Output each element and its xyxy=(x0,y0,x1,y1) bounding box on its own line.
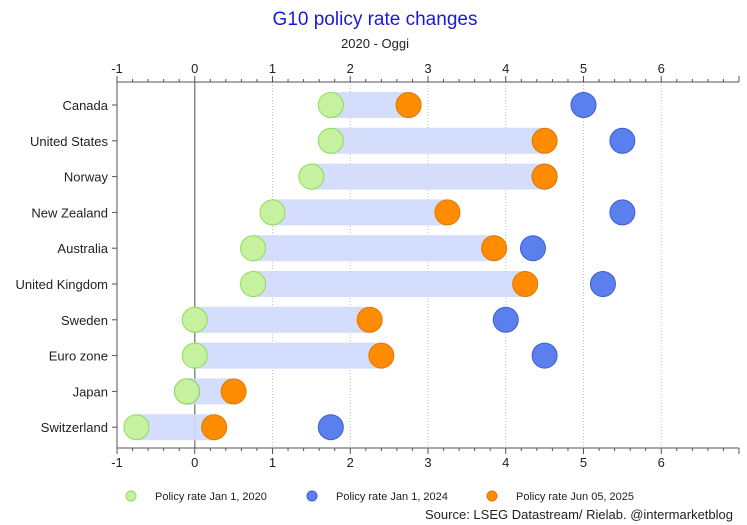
point-series-2 xyxy=(356,306,383,333)
point-series-0 xyxy=(173,378,200,405)
point-series-2 xyxy=(512,271,539,297)
point-series-0 xyxy=(240,271,267,297)
point-series-0 xyxy=(317,127,344,154)
category-label: Norway xyxy=(64,170,109,185)
point-series-1 xyxy=(609,127,636,154)
point-series-1 xyxy=(531,342,558,369)
point-series-2 xyxy=(481,235,508,262)
bottom-tick-label: -1 xyxy=(111,455,123,470)
legend-marker xyxy=(486,490,498,502)
category-label: Canada xyxy=(62,98,108,113)
chart-subtitle: 2020 - Oggi xyxy=(341,36,409,51)
category-label: Japan xyxy=(73,384,108,399)
range-band xyxy=(253,235,495,262)
legend-label: Policy rate Jan 1, 2020 xyxy=(155,491,267,503)
legend-label: Policy rate Jun 05, 2025 xyxy=(516,491,634,503)
category-label: United States xyxy=(30,134,109,149)
point-series-1 xyxy=(317,414,344,441)
range-band xyxy=(272,199,448,226)
point-series-1 xyxy=(589,271,616,297)
top-tick-label: 4 xyxy=(502,61,509,76)
tick-labels: -1 -1 0 0 1 1 2 2 3 3 4 4 5 5 6 6 xyxy=(111,61,665,470)
source-note: Source: LSEG Datastream/ Rielab. @interm… xyxy=(425,507,733,522)
top-tick-label: 0 xyxy=(191,61,198,76)
point-series-0 xyxy=(259,199,286,226)
top-tick-label: 6 xyxy=(658,61,665,76)
legend: Policy rate Jan 1, 2020 Policy rate Jan 1… xyxy=(125,490,634,503)
point-series-2 xyxy=(531,163,558,190)
bottom-tick-label: 6 xyxy=(658,455,665,470)
legend-marker xyxy=(306,490,318,502)
bottom-tick-label: 1 xyxy=(269,455,276,470)
legend-marker xyxy=(125,490,137,502)
category-label: Australia xyxy=(57,241,108,256)
range-band xyxy=(330,127,545,154)
bottom-tick-label: 3 xyxy=(424,455,431,470)
point-series-0 xyxy=(181,342,208,369)
top-tick-label: -1 xyxy=(111,61,123,76)
category-label: United Kingdom xyxy=(16,277,109,292)
top-tick-label: 1 xyxy=(269,61,276,76)
category-label: Sweden xyxy=(61,313,108,328)
legend-label: Policy rate Jan 1, 2024 xyxy=(336,491,448,503)
category-labels: Canada United States Norway New Zealand Aust… xyxy=(16,98,109,435)
axes xyxy=(112,76,740,454)
point-series-0 xyxy=(240,235,267,262)
point-series-1 xyxy=(570,92,597,118)
range-band xyxy=(194,306,370,333)
category-label: New Zealand xyxy=(31,205,108,220)
point-series-1 xyxy=(492,306,519,333)
point-series-2 xyxy=(395,92,422,118)
point-series-0 xyxy=(298,163,325,190)
top-tick-label: 2 xyxy=(347,61,354,76)
point-series-2 xyxy=(201,414,228,441)
point-series-2 xyxy=(531,127,558,154)
range-bands xyxy=(136,92,545,441)
bottom-tick-label: 5 xyxy=(580,455,587,470)
bottom-tick-label: 2 xyxy=(347,455,354,470)
chart-title: G10 policy rate changes xyxy=(273,9,478,30)
point-series-1 xyxy=(519,235,546,262)
top-tick-label: 3 xyxy=(424,61,431,76)
point-series-1 xyxy=(609,199,636,226)
range-band xyxy=(253,271,526,297)
data-points xyxy=(123,92,636,441)
point-series-0 xyxy=(123,414,150,441)
range-band xyxy=(311,163,545,190)
point-series-2 xyxy=(368,342,395,369)
bottom-tick-label: 0 xyxy=(191,455,198,470)
bottom-tick-label: 4 xyxy=(502,455,509,470)
top-tick-label: 5 xyxy=(580,61,587,76)
range-band xyxy=(194,342,382,369)
point-series-2 xyxy=(434,199,461,226)
category-label: Switzerland xyxy=(41,420,108,435)
point-series-0 xyxy=(181,306,208,333)
category-label: Euro zone xyxy=(49,349,108,364)
point-series-2 xyxy=(220,378,247,405)
point-series-0 xyxy=(317,92,344,118)
